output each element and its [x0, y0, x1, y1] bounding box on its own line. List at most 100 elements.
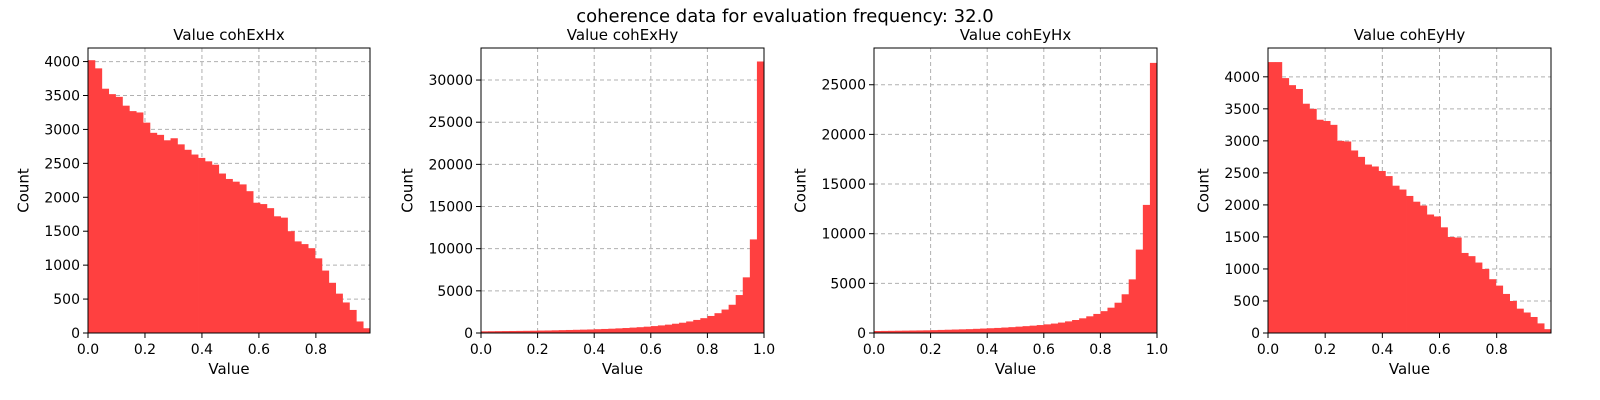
histogram-bar [923, 330, 931, 333]
histogram-bar [565, 329, 574, 333]
histogram-bar [937, 329, 946, 333]
histogram-bar [225, 178, 233, 333]
histogram-bar [1281, 78, 1290, 333]
x-tick-label: 0.0 [863, 342, 885, 358]
y-tick-label: 500 [53, 292, 80, 308]
y-axis-label: Count [792, 168, 810, 213]
y-tick-label: 15000 [428, 200, 473, 216]
x-tick-label: 0.6 [248, 342, 270, 358]
histogram-bar [1461, 252, 1469, 333]
histogram-bar [129, 111, 137, 333]
histogram-bar [742, 277, 751, 333]
histogram-bar [1149, 62, 1158, 333]
histogram-bar [88, 60, 96, 333]
histogram-bar [280, 217, 288, 333]
panel-title: Value cohExHy [567, 26, 679, 44]
panel-title: Value cohExHx [173, 26, 285, 44]
histogram-bar [1468, 256, 1476, 333]
histogram-bar [502, 331, 510, 333]
histogram-bar [902, 330, 910, 333]
histogram-bar [170, 138, 178, 333]
y-tick-label: 5000 [437, 284, 473, 300]
histogram-bar [558, 330, 567, 333]
histogram-bar [572, 329, 581, 333]
histogram-bar [629, 327, 638, 333]
x-tick-label: 0.6 [640, 342, 662, 358]
histogram-bar [101, 88, 110, 333]
histogram-bar [1516, 308, 1524, 333]
histogram-bar [349, 309, 357, 333]
histogram-bar [1274, 62, 1283, 334]
histogram-bar [650, 326, 659, 333]
histogram-bar [218, 173, 226, 333]
histogram-bar [594, 329, 602, 333]
y-tick-label: 30000 [428, 73, 473, 89]
histogram-bar [122, 105, 130, 333]
histogram-bar [273, 216, 281, 333]
y-tick-label: 15000 [821, 177, 866, 193]
histogram-bar [363, 328, 371, 333]
histogram-bar [1086, 316, 1094, 333]
histogram-bar [163, 140, 171, 333]
histogram-bar [636, 327, 645, 333]
x-tick-label: 0.2 [1314, 342, 1336, 358]
histogram-bar [342, 302, 350, 333]
x-axis-label: Value [208, 360, 249, 378]
histogram-bar [1454, 237, 1462, 333]
histogram-bar [1343, 141, 1352, 333]
histogram-bar [980, 328, 988, 333]
y-tick-label: 1500 [44, 224, 80, 240]
histogram-bar [1107, 307, 1115, 333]
histogram-bar [643, 326, 652, 333]
y-tick-label: 0 [1251, 326, 1260, 342]
histogram-bar [232, 181, 240, 333]
histogram-bar [211, 164, 220, 333]
y-tick-label: 1000 [1224, 262, 1260, 278]
histogram-bar [177, 144, 185, 333]
histogram-bar [1475, 262, 1483, 333]
histogram-bar [1323, 121, 1331, 334]
x-tick-label: 0.2 [919, 342, 941, 358]
histogram-bar [287, 231, 295, 333]
histogram-bar [523, 330, 531, 333]
histogram-bar [481, 331, 489, 333]
histogram-bar [1412, 201, 1421, 333]
histogram-bar [714, 313, 722, 333]
histogram-bar [1481, 268, 1490, 333]
histogram-bar [1337, 140, 1345, 333]
histogram-bar [1385, 176, 1393, 333]
x-axis-label: Value [602, 360, 643, 378]
histogram-bar [756, 61, 765, 334]
histogram-bar [1378, 170, 1386, 333]
histogram-bar [544, 330, 553, 333]
y-tick-label: 5000 [830, 276, 866, 292]
histogram-bar [909, 330, 917, 333]
histogram-bar [965, 329, 974, 333]
histogram-bar [1426, 214, 1435, 333]
histogram-bar [1036, 325, 1045, 333]
histogram-bar [1001, 327, 1009, 333]
histogram-bar [930, 330, 939, 333]
histogram-bar [1509, 300, 1517, 333]
histogram-bar [1309, 108, 1317, 333]
histogram-bar [156, 134, 165, 333]
histogram-bar [944, 329, 953, 333]
histogram-bar [495, 331, 503, 333]
y-tick-label: 3500 [1224, 102, 1260, 118]
x-tick-label: 0.6 [1033, 342, 1055, 358]
histogram-bar [1128, 279, 1137, 333]
histogram-bar [622, 328, 630, 333]
histogram-bar [1050, 323, 1059, 333]
y-tick-label: 20000 [428, 157, 473, 173]
y-tick-label: 500 [1233, 294, 1260, 310]
histogram-bar [1295, 88, 1303, 333]
x-tick-label: 0.8 [696, 342, 718, 358]
plot-frame [87, 47, 371, 334]
x-tick-label: 0.4 [583, 342, 605, 358]
histogram-bar [314, 258, 323, 333]
x-tick-label: 0.2 [134, 342, 156, 358]
y-tick-label: 3000 [44, 122, 80, 138]
x-axis-label: Value [995, 360, 1036, 378]
histogram-bar [239, 184, 247, 333]
